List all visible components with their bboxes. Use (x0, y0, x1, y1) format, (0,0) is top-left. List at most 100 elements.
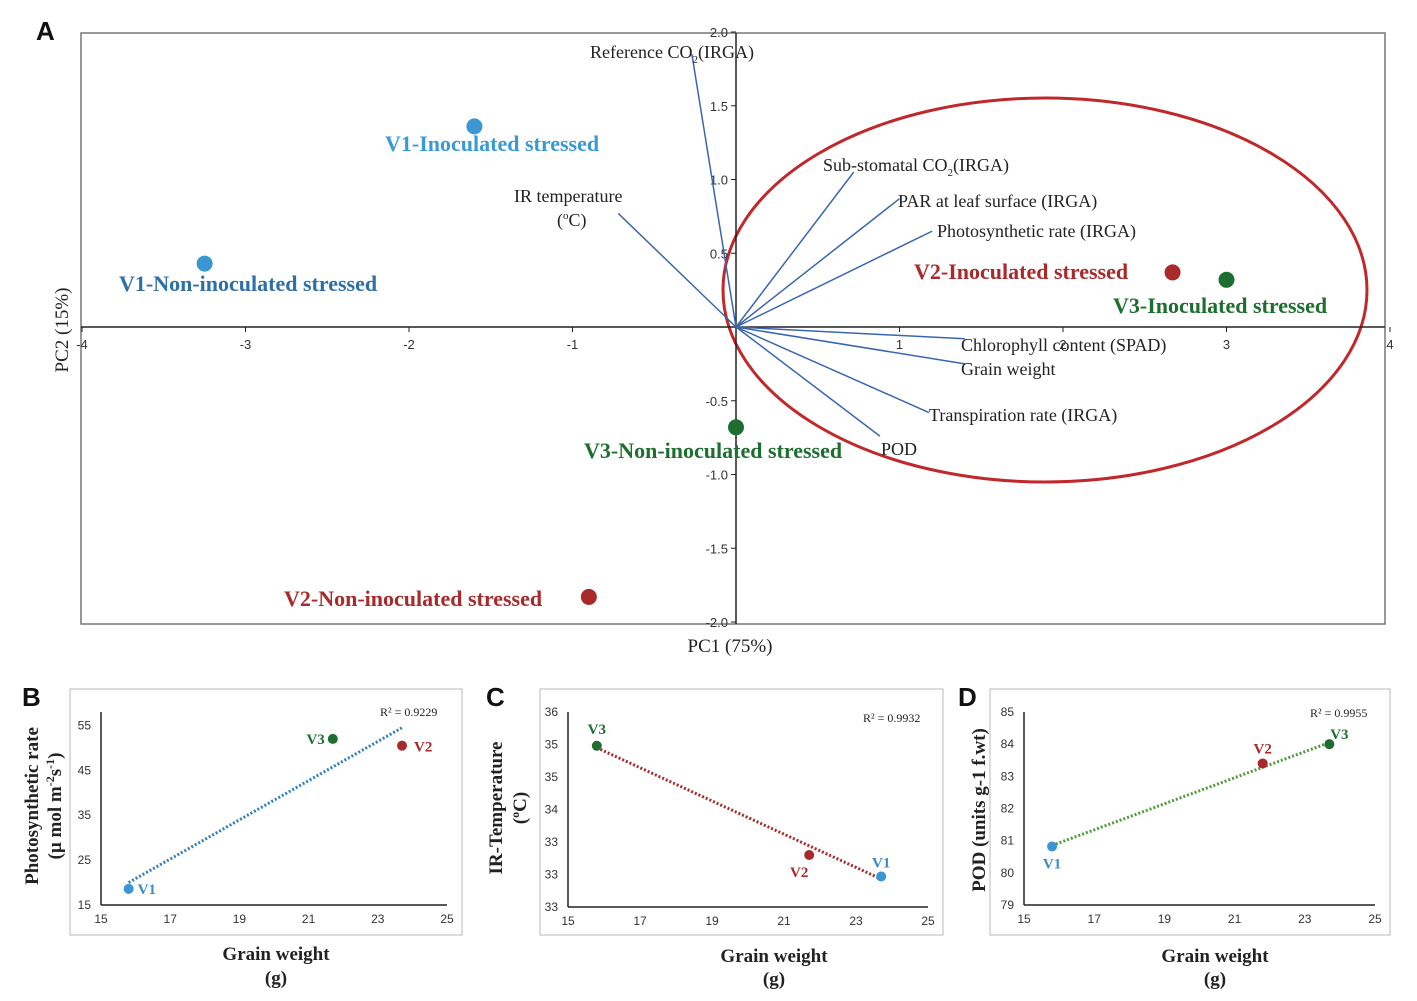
loading-vector (617, 212, 737, 328)
x-tick-label: 17 (164, 912, 178, 926)
y-tick-label-a: -0.5 (706, 394, 728, 409)
score-point (1218, 271, 1235, 288)
loading-vector (735, 326, 881, 437)
y-tick-label: 15 (78, 898, 92, 912)
point-label: V1 (138, 882, 156, 898)
label-pod: POD (881, 439, 917, 459)
y-tick-label: 83 (1001, 769, 1015, 783)
data-point (327, 733, 338, 744)
x-tick-label-a: 3 (1223, 337, 1230, 352)
y-tick-label-a: -1.0 (706, 468, 728, 483)
r2-d: R² = 0.9955 (1310, 706, 1367, 720)
label-v1-non-inoculated: V1-Non-inoculated stressed (119, 271, 377, 296)
r2-c: R² = 0.9932 (863, 711, 920, 725)
point-label: V2 (1254, 741, 1272, 757)
y-tick-label: 35 (545, 770, 559, 784)
loading-vector (735, 171, 855, 328)
cluster-ellipse (721, 96, 1369, 484)
label-v1-inoculated: V1-Inoculated stressed (385, 131, 599, 156)
data-point (1324, 739, 1335, 750)
loading-vector (691, 54, 737, 328)
label-v3-inoculated: V3-Inoculated stressed (1113, 293, 1327, 318)
x-tick-label-a: -1 (567, 337, 579, 352)
y-tick-label: 33 (545, 835, 559, 849)
x-tick-label: 25 (440, 912, 454, 926)
label-grain-weight: Grain weight (961, 359, 1055, 379)
x-axis-title-a: PC1 (75%) (688, 636, 773, 657)
y-axis-title-d: POD (units g-1 f.wt) (969, 728, 990, 892)
point-label: V3 (306, 732, 324, 748)
score-point (1164, 264, 1181, 281)
x-tick-label: 19 (1158, 912, 1172, 926)
data-point (1047, 841, 1058, 852)
data-point (397, 740, 408, 751)
x-tick-label-a: -2 (403, 337, 415, 352)
x-tick-label: 25 (921, 914, 935, 928)
y-tick-label: 79 (1001, 898, 1015, 912)
y-tick-label: 35 (78, 808, 92, 822)
y-tick-label: 35 (545, 738, 559, 752)
y-tick-label-a: -1.5 (706, 541, 728, 556)
y-tick-label: 25 (78, 853, 92, 867)
y-tick-label: 55 (78, 718, 92, 732)
label-photosynthetic-rate: Photosynthetic rate (IRGA) (937, 221, 1136, 242)
y-tick-label: 33 (545, 900, 559, 914)
y-tick-label: 33 (545, 868, 559, 882)
x-axis-title-c-line1: Grain weight (720, 946, 828, 967)
data-point (876, 871, 887, 882)
x-tick-label: 23 (1298, 912, 1312, 926)
y-tick-label: 34 (545, 803, 559, 817)
x-axis-title-c-line2: (g) (763, 969, 785, 990)
x-axis-title-d-line1: Grain weight (1161, 946, 1269, 967)
x-tick-label-a: -4 (76, 337, 88, 352)
x-tick-label: 19 (705, 914, 719, 928)
x-tick-label: 15 (94, 912, 108, 926)
score-point (466, 118, 483, 135)
x-tick-label: 15 (1017, 912, 1031, 926)
panel-c: C 15 17 19 21 23 25 36 35 35 34 33 33 33 V3 V2 V1 R² = … (486, 682, 944, 990)
point-label: V2 (790, 865, 808, 881)
x-tick-label: 17 (1088, 912, 1102, 926)
point-label: V1 (872, 855, 890, 871)
panel-letter-d: D (958, 682, 977, 712)
x-tick-label: 21 (302, 912, 316, 926)
label-v2-non-inoculated: V2-Non-inoculated stressed (284, 586, 542, 611)
y-tick-label: 45 (78, 763, 92, 777)
x-tick-label: 25 (1368, 912, 1382, 926)
y-tick-label-a: 2.0 (710, 25, 728, 40)
label-par: PAR at leaf surface (IRGA) (898, 191, 1097, 212)
panel-a-frame (80, 32, 1386, 625)
x-tick-label-a: 1 (896, 337, 903, 352)
x-tick-label: 15 (561, 914, 575, 928)
panel-c-frame (539, 688, 944, 936)
y-tick-label: 80 (1001, 866, 1015, 880)
y-tick-label: 81 (1001, 834, 1015, 848)
x-tick-label: 23 (371, 912, 385, 926)
group-labels: V1-Inoculated stressed V1-Non-inoculated… (119, 131, 1327, 611)
label-v3-non-inoculated: V3-Non-inoculated stressed (584, 438, 842, 463)
x-axis-title-d-line2: (g) (1204, 969, 1226, 990)
x-tick-label-a: 4 (1386, 337, 1393, 352)
panel-letter-c: C (486, 682, 505, 712)
x-axis-title-b-line1: Grain weight (222, 944, 330, 965)
x-tick-label: 17 (633, 914, 647, 928)
y-axis-title-a: PC2 (15%) (52, 288, 73, 373)
y-axis-title-b-line1: Photosynthetic rate (22, 727, 43, 885)
y-tick-label-a: -2.0 (706, 615, 728, 630)
label-v2-inoculated: V2-Inoculated stressed (914, 259, 1128, 284)
panel-d: D 15 17 19 21 23 25 85 84 83 82 81 80 79 V1 V2 V3 R² = … (958, 682, 1391, 990)
loading-labels: Reference CO2(IRGA) Sub-stomatal CO2(IRG… (514, 42, 1166, 459)
loading-vector (735, 326, 965, 340)
score-point (196, 255, 213, 272)
score-point (580, 588, 597, 605)
data-point (123, 883, 134, 894)
loading-vector (735, 230, 933, 328)
y-axis-title-b-line2: (µ mol m-2s-1) (43, 753, 66, 860)
panel-b: B 15 17 19 21 23 25 15 25 35 45 55 V1 V3 V2 R² = 0.92… (22, 682, 463, 989)
point-label: V1 (1043, 856, 1061, 872)
loading-vector (735, 198, 900, 328)
x-tick-label: 23 (849, 914, 863, 928)
y-tick-label: 85 (1001, 705, 1015, 719)
label-chlorophyll: Chlorophyll content (SPAD) (961, 335, 1166, 356)
